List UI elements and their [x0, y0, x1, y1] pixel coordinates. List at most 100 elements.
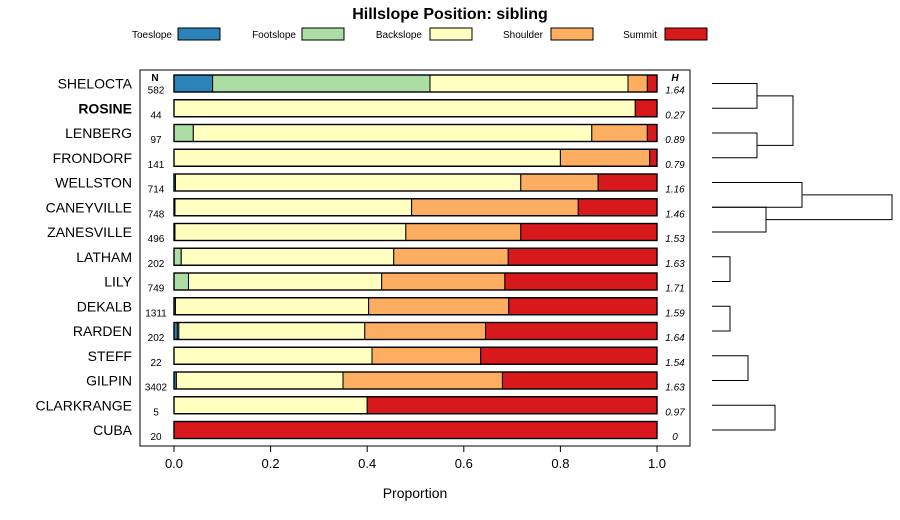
bar-segment-backslope — [173, 148, 561, 167]
dendrogram-branch — [712, 132, 758, 159]
bar-outline — [173, 123, 658, 143]
row-h-value: 1.64 — [665, 86, 685, 97]
row-h-value: 0.89 — [665, 135, 685, 146]
bar-segment-shoulder — [381, 272, 506, 291]
row-label: CUBA — [93, 422, 133, 438]
bar-segment-backslope — [174, 198, 413, 217]
bar-segment-backslope — [173, 396, 368, 415]
row-label: CANEYVILLE — [46, 199, 132, 215]
bar-outline — [173, 247, 658, 266]
legend-label-summit: Summit — [623, 30, 657, 41]
row-label: LENBERG — [65, 125, 132, 141]
bar-segment-backslope — [187, 272, 383, 291]
bar-outline — [173, 396, 658, 415]
bar-outline — [173, 420, 658, 440]
bar-segment-summit — [480, 346, 658, 365]
bar-segment-summit — [507, 247, 658, 266]
row-n-value: 496 — [148, 234, 165, 245]
row-label: ZANESVILLE — [47, 224, 132, 240]
plot-frame — [139, 69, 691, 447]
dendrogram-branch — [766, 194, 893, 221]
x-tick-label: 0.2 — [262, 456, 280, 471]
x-axis-label: Proportion — [383, 485, 448, 501]
h-header: H — [671, 73, 679, 84]
x-tick-label: 0.8 — [551, 456, 569, 471]
dendrogram-branch — [712, 404, 776, 431]
bar-rows: SHELOCTA 582 1.64 ROSINE 44 0.27 LENBERG 97 0.89… — [36, 74, 685, 443]
x-tick-label: 1.0 — [648, 456, 666, 471]
bar-segment-backslope — [429, 74, 629, 93]
bar-segment-backslope — [178, 322, 366, 340]
row-n-value: 582 — [148, 86, 165, 97]
bar-segment-footslope — [212, 74, 431, 93]
legend-label-toeslope: Toeslope — [132, 30, 172, 41]
bar-segment-footslope — [173, 272, 189, 291]
dendrogram-branch — [712, 256, 731, 282]
row-label: DEKALB — [77, 298, 132, 314]
row-n-value: 202 — [148, 333, 165, 344]
bar-segment-shoulder — [591, 124, 648, 142]
bar-outline — [173, 99, 658, 118]
bar-segment-summit — [508, 297, 658, 316]
bar-segment-footslope — [173, 247, 182, 266]
row-steff: STEFF 22 1.54 — [88, 346, 685, 369]
bar-segment-summit — [646, 124, 658, 142]
row-h-value: 1.63 — [665, 259, 685, 270]
row-n-value: 749 — [148, 284, 165, 295]
bar-outline — [173, 297, 658, 316]
row-n-value: 5 — [153, 407, 159, 418]
row-clarkrange: CLARKRANGE 5 0.97 — [36, 396, 685, 418]
row-h-value: 1.71 — [665, 284, 684, 295]
n-header: N — [151, 73, 158, 84]
row-label: FRONDORF — [53, 150, 132, 166]
row-wellston: WELLSTON 714 1.16 — [55, 173, 685, 196]
x-tick-label: 0.6 — [455, 456, 473, 471]
bar-segment-summit — [577, 198, 658, 217]
row-h-value: 1.54 — [665, 358, 685, 369]
row-h-value: 1.16 — [665, 185, 685, 196]
bar-segment-shoulder — [393, 247, 509, 266]
row-rosine: ROSINE 44 0.27 — [78, 99, 685, 121]
row-frondorf: FRONDORF 141 0.79 — [53, 148, 685, 171]
bar-segment-summit — [504, 272, 658, 291]
legend-label-shoulder: Shoulder — [503, 30, 544, 41]
row-caneyville: CANEYVILLE 748 1.46 — [46, 198, 685, 220]
row-label: CLARKRANGE — [36, 397, 132, 413]
bar-outline — [173, 346, 658, 365]
dendrogram-branch — [712, 83, 758, 109]
bar-segment-summit — [634, 99, 658, 118]
row-h-value: 1.46 — [665, 209, 685, 220]
bar-segment-shoulder — [520, 173, 599, 192]
dendrogram-branch — [712, 182, 803, 208]
row-n-value: 3402 — [145, 383, 168, 394]
row-h-value: 1.64 — [665, 333, 685, 344]
row-h-value: 1.63 — [665, 383, 685, 394]
bar-segment-shoulder — [368, 297, 510, 316]
row-label: LILY — [104, 274, 132, 290]
dendrogram-branch — [757, 95, 794, 146]
row-h-value: 0 — [672, 432, 678, 443]
bar-outline — [173, 222, 658, 242]
bar-outline — [173, 321, 658, 341]
row-n-value: 44 — [150, 110, 162, 121]
row-n-value: 748 — [148, 209, 165, 220]
row-zanesville: ZANESVILLE 496 1.53 — [47, 222, 685, 245]
row-n-value: 97 — [150, 135, 162, 146]
bar-segment-backslope — [175, 371, 344, 390]
bar-segment-shoulder — [364, 322, 487, 340]
legend-swatch-toeslope — [177, 27, 221, 41]
row-label: STEFF — [88, 348, 132, 364]
bar-segment-backslope — [192, 124, 593, 142]
row-label: WELLSTON — [55, 175, 132, 191]
row-n-value: 714 — [148, 185, 165, 196]
bar-segment-shoulder — [627, 74, 648, 93]
bar-segment-backslope — [180, 247, 395, 266]
chart-title: Hillslope Position: sibling — [352, 6, 548, 23]
x-tick-label: 0.4 — [358, 456, 376, 471]
legend-swatch-backslope — [429, 27, 473, 41]
row-label: RARDEN — [73, 323, 132, 339]
bar-segment-summit — [366, 396, 658, 415]
legend: Toeslope Footslope Backslope Shoulder Summit — [132, 27, 708, 41]
bar-segment-shoulder — [342, 371, 503, 390]
